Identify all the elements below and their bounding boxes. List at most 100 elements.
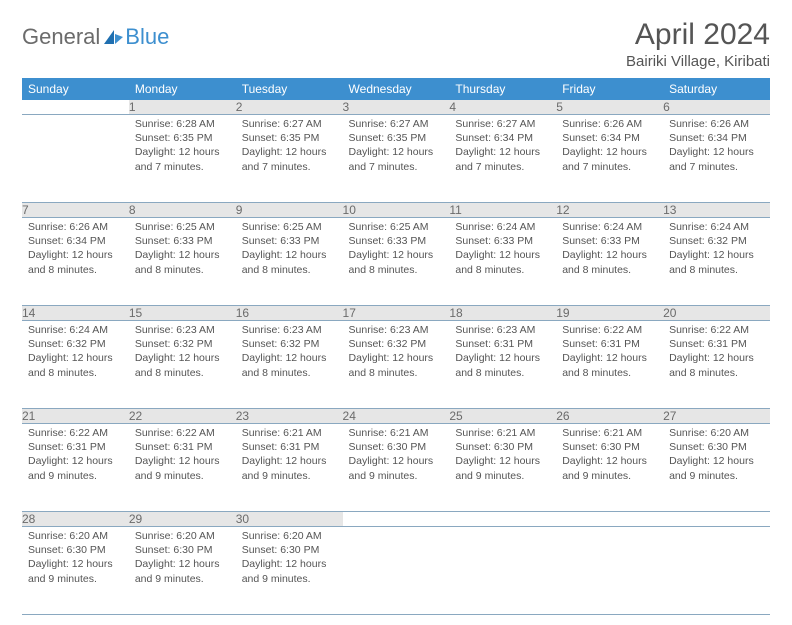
sunrise-text: Sunrise: 6:20 AM xyxy=(28,529,123,543)
sunset-text: Sunset: 6:34 PM xyxy=(562,131,657,145)
day-details: Sunrise: 6:23 AMSunset: 6:32 PMDaylight:… xyxy=(343,321,450,384)
daynum-row: 123456 xyxy=(22,100,770,115)
weekday-header: Monday xyxy=(129,78,236,100)
daylight-text: Daylight: 12 hours and 9 minutes. xyxy=(28,454,123,482)
sunrise-text: Sunrise: 6:24 AM xyxy=(28,323,123,337)
sunrise-text: Sunrise: 6:23 AM xyxy=(349,323,444,337)
sunset-text: Sunset: 6:32 PM xyxy=(669,234,764,248)
sunrise-text: Sunrise: 6:27 AM xyxy=(455,117,550,131)
day-details: Sunrise: 6:20 AMSunset: 6:30 PMDaylight:… xyxy=(663,424,770,487)
day-cell: Sunrise: 6:24 AMSunset: 6:32 PMDaylight:… xyxy=(663,218,770,306)
daylight-text: Daylight: 12 hours and 9 minutes. xyxy=(669,454,764,482)
daylight-text: Daylight: 12 hours and 7 minutes. xyxy=(349,145,444,173)
day-number: 24 xyxy=(343,409,450,424)
day-cell: Sunrise: 6:20 AMSunset: 6:30 PMDaylight:… xyxy=(22,527,129,615)
weekday-header: Tuesday xyxy=(236,78,343,100)
day-number: 13 xyxy=(663,203,770,218)
sunrise-text: Sunrise: 6:21 AM xyxy=(242,426,337,440)
day-number xyxy=(663,512,770,527)
sunrise-text: Sunrise: 6:25 AM xyxy=(242,220,337,234)
details-row: Sunrise: 6:24 AM Sunset: 6:32 PM Daylight:… xyxy=(22,321,770,409)
sunrise-text: Sunrise: 6:21 AM xyxy=(562,426,657,440)
sunset-text: Sunset: 6:30 PM xyxy=(669,440,764,454)
daylight-text: Daylight: 12 hours and 7 minutes. xyxy=(669,145,764,173)
sunrise-text: Sunrise: 6:22 AM xyxy=(669,323,764,337)
daylight-text: Daylight: 12 hours and 8 minutes. xyxy=(28,248,123,276)
details-row: Sunrise: 6:28 AMSunset: 6:35 PMDaylight:… xyxy=(22,115,770,203)
brand-part1: General xyxy=(22,24,100,50)
day-number: 5 xyxy=(556,100,663,115)
details-row: Sunrise: 6:26 AMSunset: 6:34 PMDaylight:… xyxy=(22,218,770,306)
sunset-text: Sunset: 6:33 PM xyxy=(455,234,550,248)
sunset-text: Sunset: 6:33 PM xyxy=(349,234,444,248)
brand-logo: General Blue xyxy=(22,24,169,50)
day-cell: Sunrise: 6:20 AMSunset: 6:30 PMDaylight:… xyxy=(663,424,770,512)
sail-icon xyxy=(102,28,124,46)
day-number: 18 xyxy=(449,306,556,321)
daylight-text: Daylight: 12 hours and 9 minutes. xyxy=(28,557,123,585)
day-details: Sunrise: 6:25 AMSunset: 6:33 PMDaylight:… xyxy=(343,218,450,281)
day-cell: Sunrise: 6:27 AMSunset: 6:35 PMDaylight:… xyxy=(236,115,343,203)
day-details: Sunrise: 6:26 AMSunset: 6:34 PMDaylight:… xyxy=(663,115,770,178)
daylight-text: Daylight: 12 hours and 8 minutes. xyxy=(242,248,337,276)
daylight-text: Daylight: 12 hours and 8 minutes. xyxy=(349,248,444,276)
sunrise-text: Sunrise: 6:20 AM xyxy=(242,529,337,543)
daylight-text: Daylight: 12 hours and 9 minutes. xyxy=(562,454,657,482)
day-number: 23 xyxy=(236,409,343,424)
day-cell: Sunrise: 6:24 AMSunset: 6:32 PMDaylight:… xyxy=(22,321,129,409)
day-details: Sunrise: 6:23 AMSunset: 6:31 PMDaylight:… xyxy=(449,321,556,384)
day-number: 4 xyxy=(449,100,556,115)
sunrise-text: Sunrise: 6:20 AM xyxy=(669,426,764,440)
sunset-text: Sunset: 6:35 PM xyxy=(135,131,230,145)
sunset-text: Sunset: 6:32 PM xyxy=(135,337,230,351)
daylight-text: Daylight: 12 hours and 8 minutes. xyxy=(349,351,444,379)
day-details: Sunrise: 6:22 AMSunset: 6:31 PMDaylight:… xyxy=(663,321,770,384)
sunset-text: Sunset: 6:30 PM xyxy=(135,543,230,557)
sunrise-text: Sunrise: 6:27 AM xyxy=(242,117,337,131)
day-cell: Sunrise: 6:27 AMSunset: 6:35 PMDaylight:… xyxy=(343,115,450,203)
sunset-text: Sunset: 6:32 PM xyxy=(242,337,337,351)
weekday-header: Saturday xyxy=(663,78,770,100)
day-number: 30 xyxy=(236,512,343,527)
day-details: Sunrise: 6:24 AMSunset: 6:32 PMDaylight:… xyxy=(663,218,770,281)
day-details: Sunrise: 6:23 AMSunset: 6:32 PMDaylight:… xyxy=(129,321,236,384)
sunset-text: Sunset: 6:30 PM xyxy=(242,543,337,557)
weekday-header: Sunday xyxy=(22,78,129,100)
day-cell: Sunrise: 6:26 AMSunset: 6:34 PMDaylight:… xyxy=(22,218,129,306)
sunrise-text: Sunrise: 6:25 AM xyxy=(349,220,444,234)
sunset-text: Sunset: 6:33 PM xyxy=(135,234,230,248)
sunset-text: Sunset: 6:30 PM xyxy=(349,440,444,454)
daylight-text: Daylight: 12 hours and 8 minutes. xyxy=(562,248,657,276)
day-cell: Sunrise: 6:24 AMSunset: 6:33 PMDaylight:… xyxy=(449,218,556,306)
day-number xyxy=(343,512,450,527)
day-cell: Sunrise: 6:24 AMSunset: 6:33 PMDaylight:… xyxy=(556,218,663,306)
sunset-text: Sunset: 6:31 PM xyxy=(242,440,337,454)
weekday-header: Wednesday xyxy=(343,78,450,100)
daynum-row: 282930 xyxy=(22,512,770,527)
day-details: Sunrise: 6:22 AMSunset: 6:31 PMDaylight:… xyxy=(129,424,236,487)
brand-part2: Blue xyxy=(125,24,169,50)
day-details: Sunrise: 6:20 AMSunset: 6:30 PMDaylight:… xyxy=(236,527,343,590)
daylight-text: Daylight: 12 hours and 9 minutes. xyxy=(242,557,337,585)
day-number: 19 xyxy=(556,306,663,321)
sunrise-text: Sunrise: 6:26 AM xyxy=(28,220,123,234)
day-details: Sunrise: 6:27 AMSunset: 6:35 PMDaylight:… xyxy=(236,115,343,178)
day-number: 22 xyxy=(129,409,236,424)
day-number: 1 xyxy=(129,100,236,115)
details-row: Sunrise: 6:20 AMSunset: 6:30 PMDaylight:… xyxy=(22,527,770,615)
day-number: 17 xyxy=(343,306,450,321)
daylight-text: Daylight: 12 hours and 9 minutes. xyxy=(349,454,444,482)
day-details: Sunrise: 6:27 AMSunset: 6:34 PMDaylight:… xyxy=(449,115,556,178)
daylight-text: Daylight: 12 hours and 7 minutes. xyxy=(242,145,337,173)
sunset-text: Sunset: 6:34 PM xyxy=(669,131,764,145)
day-details: Sunrise: 6:21 AMSunset: 6:30 PMDaylight:… xyxy=(343,424,450,487)
sunset-text: Sunset: 6:34 PM xyxy=(455,131,550,145)
sunrise-text: Sunrise: 6:24 AM xyxy=(562,220,657,234)
day-number: 9 xyxy=(236,203,343,218)
day-details: Sunrise: 6:26 AMSunset: 6:34 PMDaylight:… xyxy=(22,218,129,281)
day-cell: Sunrise: 6:27 AMSunset: 6:34 PMDaylight:… xyxy=(449,115,556,203)
sunset-text: Sunset: 6:35 PM xyxy=(242,131,337,145)
day-cell: Sunrise: 6:22 AMSunset: 6:31 PMDaylight:… xyxy=(556,321,663,409)
day-number: 2 xyxy=(236,100,343,115)
day-details: Sunrise: 6:24 AMSunset: 6:33 PMDaylight:… xyxy=(449,218,556,281)
